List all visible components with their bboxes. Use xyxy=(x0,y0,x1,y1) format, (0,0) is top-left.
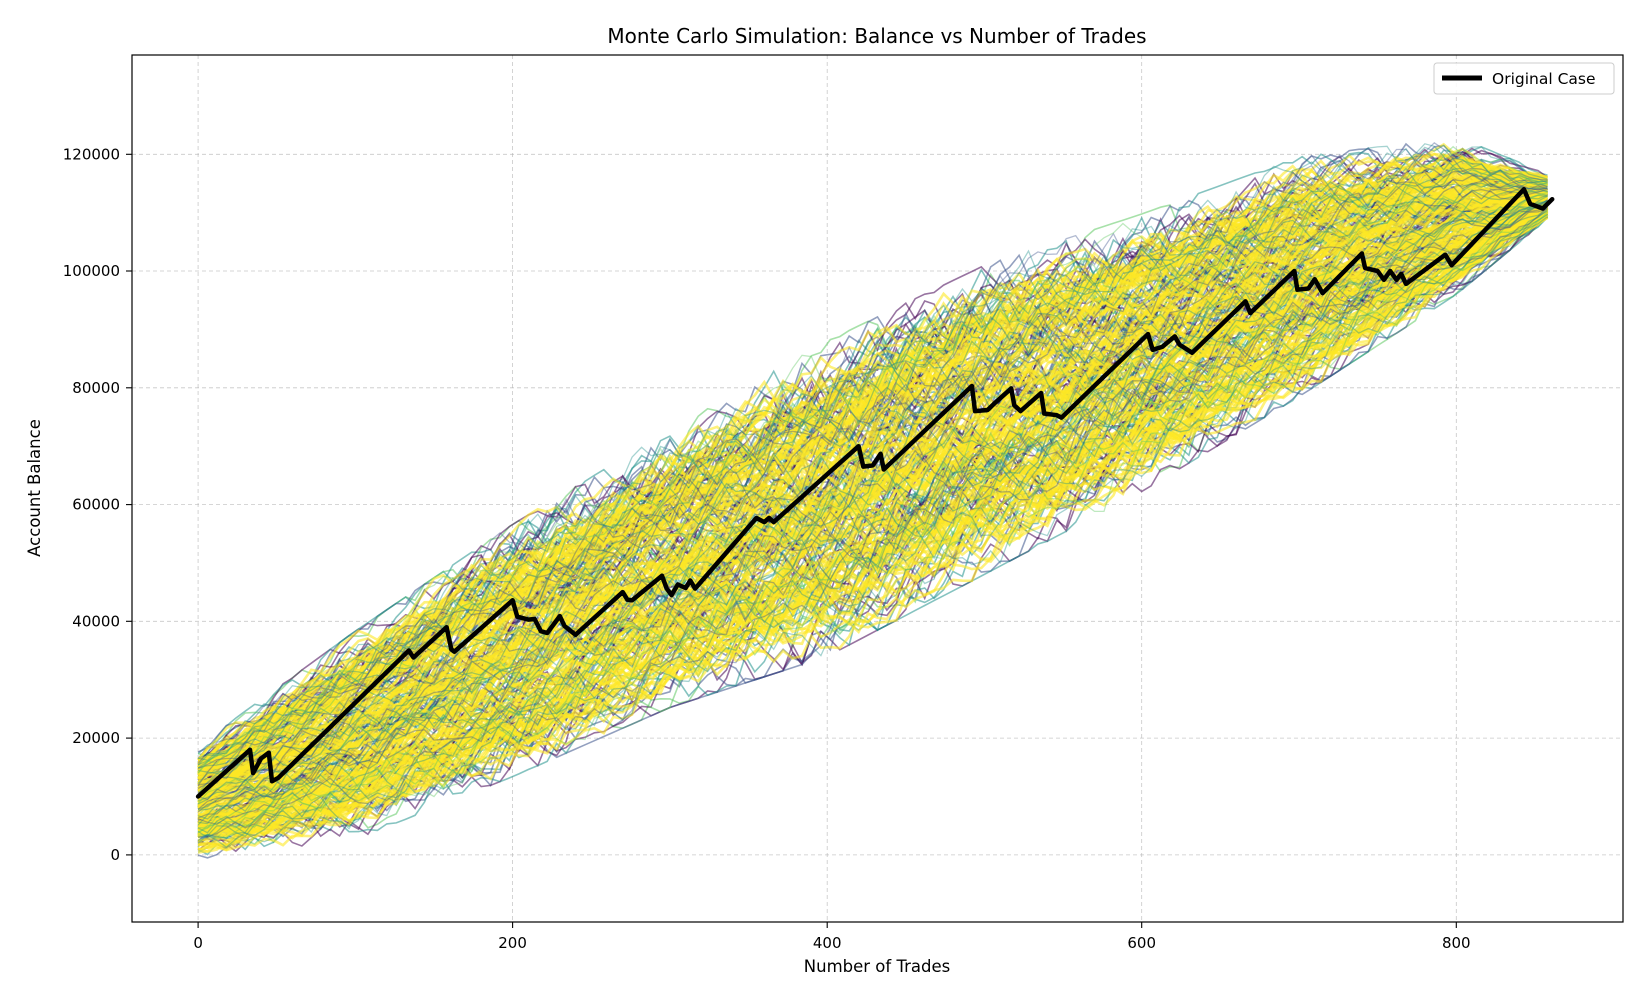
simulation-path-226 xyxy=(198,157,1548,763)
simulation-path-274 xyxy=(198,200,1548,825)
simulation-path-237 xyxy=(197,178,1548,777)
simulation-path-245 xyxy=(197,213,1548,834)
simulation-path-277 xyxy=(197,208,1548,810)
simulation-path-248 xyxy=(198,203,1548,829)
simulation-path-275 xyxy=(198,207,1548,838)
simulation-path-251 xyxy=(197,180,1548,794)
simulation-path-246 xyxy=(197,141,1548,770)
x-axis-label: Number of Trades xyxy=(804,957,950,976)
y-axis-label: Account Balance xyxy=(25,419,44,557)
x-tick-label-2: 400 xyxy=(813,934,842,952)
simulation-path-239 xyxy=(197,208,1549,831)
simulation-path-250 xyxy=(197,167,1548,761)
simulation-path-230 xyxy=(197,164,1548,771)
simulation-path-258 xyxy=(197,214,1548,838)
simulation-path-270 xyxy=(197,191,1548,805)
simulation-paths xyxy=(197,141,1549,859)
plot-frame xyxy=(131,54,1624,923)
simulation-path-256 xyxy=(197,185,1548,786)
y-tick-label-6: 120000 xyxy=(63,145,120,163)
original-case-line xyxy=(195,187,1555,799)
simulation-path-252 xyxy=(197,170,1548,790)
simulation-path-223 xyxy=(197,205,1548,812)
y-axis-ticks: 0 20000 40000 60000 80000 100000 120000 xyxy=(63,145,132,864)
simulation-path-255 xyxy=(197,147,1548,760)
y-tick-label-1: 20000 xyxy=(72,729,120,747)
legend: Original Case xyxy=(1433,62,1615,95)
simulation-path-235 xyxy=(197,187,1548,791)
simulation-path-236 xyxy=(197,201,1549,819)
simulation-path-263 xyxy=(197,194,1548,802)
simulation-path-272 xyxy=(197,154,1548,764)
simulation-path-247 xyxy=(197,184,1548,784)
simulation-path-238 xyxy=(198,175,1548,766)
y-tick-label-2: 40000 xyxy=(72,612,120,630)
simulation-path-267 xyxy=(197,168,1548,766)
x-tick-label-0: 0 xyxy=(193,934,203,952)
simulation-path-243 xyxy=(197,199,1548,833)
simulation-path-214 xyxy=(197,185,1548,793)
simulation-path-231 xyxy=(197,199,1548,833)
simulation-path-264 xyxy=(197,203,1548,810)
simulation-path-70 xyxy=(197,146,1548,764)
x-tick-label-3: 600 xyxy=(1127,934,1156,952)
simulation-path-224 xyxy=(197,155,1549,768)
simulation-path-259 xyxy=(197,144,1548,766)
y-tick-label-4: 80000 xyxy=(72,379,120,397)
simulation-path-268 xyxy=(197,159,1548,769)
x-tick-label-4: 800 xyxy=(1442,934,1471,952)
simulation-path-229 xyxy=(197,209,1548,832)
legend-box xyxy=(1433,62,1615,95)
chart-title: Monte Carlo Simulation: Balance vs Numbe… xyxy=(607,24,1146,48)
simulation-path-257 xyxy=(197,199,1548,825)
simulation-path-254 xyxy=(197,209,1548,849)
simulation-path-261 xyxy=(198,195,1548,811)
simulation-path-213 xyxy=(197,216,1549,836)
simulation-path-244 xyxy=(197,210,1548,839)
simulation-path-242 xyxy=(197,181,1548,769)
simulation-path-233 xyxy=(197,165,1548,779)
y-tick-label-5: 100000 xyxy=(63,262,120,280)
y-tick-label-3: 60000 xyxy=(72,496,120,514)
simulation-path-269 xyxy=(197,143,1548,775)
y-tick-label-0: 0 xyxy=(110,846,120,864)
simulation-path-222 xyxy=(197,184,1548,784)
legend-label-original-case: Original Case xyxy=(1492,70,1596,88)
simulation-path-167 xyxy=(197,213,1549,848)
x-axis-ticks: 0 200 400 600 800 xyxy=(193,922,1471,952)
original-case-layer xyxy=(195,187,1555,799)
simulation-path-276 xyxy=(197,145,1548,774)
simulation-path-271 xyxy=(197,201,1548,834)
simulation-path-273 xyxy=(198,211,1548,839)
simulation-path-241 xyxy=(197,194,1548,805)
simulation-path-253 xyxy=(197,206,1548,819)
simulation-path-260 xyxy=(197,200,1548,826)
simulation-path-207 xyxy=(197,193,1548,809)
simulation-path-262 xyxy=(197,174,1548,787)
simulation-path-240 xyxy=(197,199,1548,813)
simulation-path-265 xyxy=(197,206,1548,820)
x-tick-label-1: 200 xyxy=(498,934,527,952)
simulation-path-279 xyxy=(197,216,1548,842)
